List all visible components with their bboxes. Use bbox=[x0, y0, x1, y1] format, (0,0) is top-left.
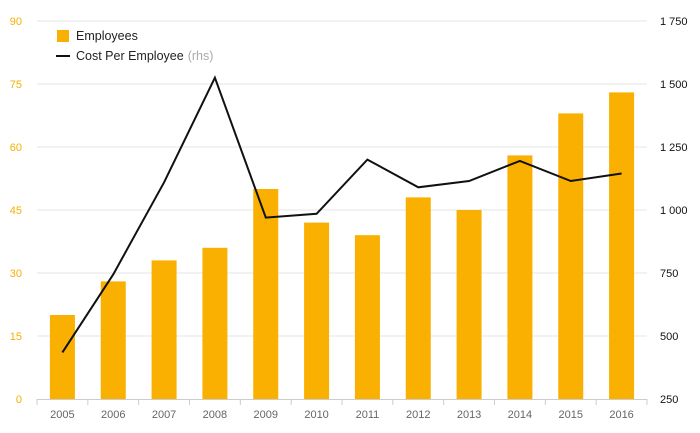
axes: 0 15 30 45 60 75 90 250 500 750 1 000 1 250 1 500 1 7… bbox=[10, 16, 688, 421]
left-tick-label: 30 bbox=[10, 268, 22, 280]
bar-employees-2005 bbox=[49, 315, 75, 399]
left-tick-label: 0 bbox=[16, 394, 22, 406]
left-tick-label: 90 bbox=[10, 16, 22, 28]
legend-label-cost-per-employee: Cost Per Employee (rhs) bbox=[76, 49, 213, 63]
bar-employees-2014 bbox=[507, 155, 533, 399]
x-tick-label: 2012 bbox=[406, 409, 430, 421]
right-tick-label: 500 bbox=[660, 331, 678, 343]
legend-label-employees: Employees bbox=[76, 29, 138, 43]
bar-employees-2009 bbox=[253, 189, 279, 399]
x-tick-label: 2007 bbox=[152, 409, 176, 421]
x-tick-label: 2006 bbox=[101, 409, 125, 421]
bar-employees-2013 bbox=[456, 210, 482, 399]
legend: Employees Cost Per Employee (rhs) bbox=[56, 29, 213, 63]
line-cost-per-employee bbox=[61, 75, 622, 353]
gridlines bbox=[37, 20, 647, 337]
left-tick-label: 15 bbox=[10, 331, 22, 343]
x-tick-label: 2010 bbox=[304, 409, 328, 421]
legend-swatch-employees bbox=[57, 30, 69, 42]
line-series bbox=[61, 75, 622, 353]
x-tick-label: 2011 bbox=[356, 409, 380, 421]
x-tick-label: 2005 bbox=[50, 409, 74, 421]
bar-employees-2011 bbox=[354, 235, 380, 399]
left-tick-label: 75 bbox=[10, 79, 22, 91]
bar-employees-2006 bbox=[100, 281, 126, 399]
bar-employees-2010 bbox=[304, 222, 330, 399]
right-tick-label: 750 bbox=[660, 268, 678, 280]
left-tick-label: 45 bbox=[10, 205, 22, 217]
bar-employees-2008 bbox=[202, 247, 228, 399]
bar-employees-2016 bbox=[609, 92, 635, 400]
x-tick-label: 2015 bbox=[559, 409, 583, 421]
bar-employees-2015 bbox=[558, 113, 584, 400]
right-tick-label: 250 bbox=[660, 394, 678, 406]
left-tick-label: 60 bbox=[10, 142, 22, 154]
x-tick-label: 2016 bbox=[609, 409, 633, 421]
bar-employees-2012 bbox=[405, 197, 431, 399]
bar-employees-2007 bbox=[151, 260, 177, 399]
x-tick-label: 2008 bbox=[203, 409, 227, 421]
right-tick-label: 1 250 bbox=[660, 142, 688, 154]
x-tick-label: 2013 bbox=[457, 409, 481, 421]
right-tick-label: 1 500 bbox=[660, 79, 688, 91]
x-tick-label: 2009 bbox=[254, 409, 278, 421]
right-tick-label: 1 000 bbox=[660, 205, 688, 217]
bar-series bbox=[49, 92, 635, 400]
right-tick-label: 1 750 bbox=[660, 16, 688, 28]
x-tick-label: 2014 bbox=[508, 409, 532, 421]
